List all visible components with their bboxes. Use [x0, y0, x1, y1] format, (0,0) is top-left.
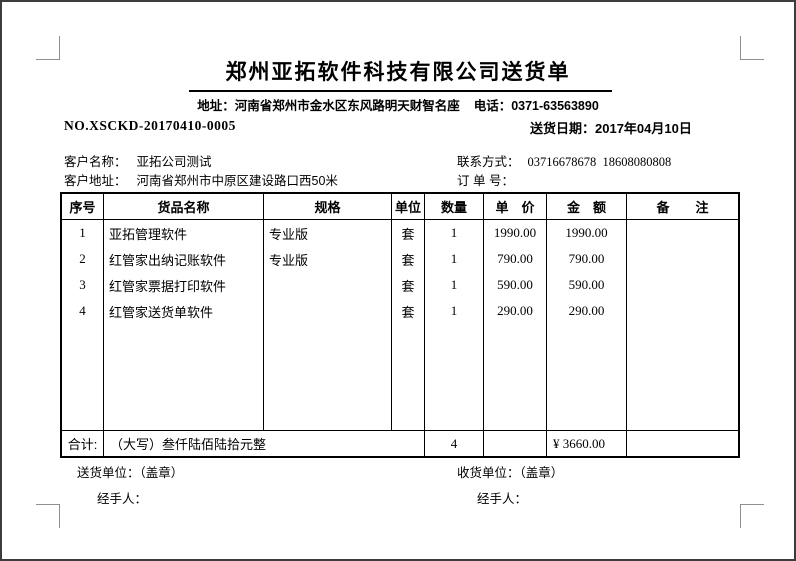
crop-mark-bottom-right-icon	[740, 504, 764, 528]
empty-cell	[264, 324, 392, 430]
contact-value: 03716678678 18608080808	[527, 155, 672, 169]
cell-spec	[264, 272, 392, 298]
table-header-row: 序号 货品名称 规格 单位 数量 单 价 金 额 备 注	[62, 194, 738, 220]
cell-remark	[627, 220, 738, 246]
empty-cell	[627, 431, 738, 456]
cell-price: 1990.00	[484, 220, 547, 246]
customer-address-label: 客户地址：	[64, 174, 127, 188]
cell-qty: 1	[425, 220, 484, 246]
cell-price: 290.00	[484, 298, 547, 324]
receiver-handler-label: 经手人：	[477, 492, 528, 506]
table-row: 3 红管家票据打印软件 套 1 590.00 590.00	[62, 272, 738, 298]
cell-seq: 2	[62, 246, 104, 272]
cell-amount: 290.00	[547, 298, 627, 324]
sender-stamp-label: 送货单位：（盖章）	[77, 466, 184, 480]
cell-remark	[627, 298, 738, 324]
company-address: 地址：河南省郑州市金水区东风路明天财智名座	[197, 99, 460, 113]
cell-seq: 1	[62, 220, 104, 246]
order-number: NO.XSCKD-20170410-0005	[64, 118, 236, 133]
cell-qty: 1	[425, 298, 484, 324]
cell-seq: 3	[62, 272, 104, 298]
empty-cell	[392, 324, 425, 430]
title-underline	[189, 90, 612, 92]
order-id-label: 订 单 号：	[457, 174, 514, 188]
document-title: 郑州亚拓软件科技有限公司送货单	[225, 61, 571, 84]
table-total-row: 合计: （大写）叁仟陆佰陆拾元整 4 ¥ 3660.00	[62, 430, 738, 456]
cell-amount: 1990.00	[547, 220, 627, 246]
empty-cell	[104, 324, 264, 430]
table-row: 4 红管家送货单软件 套 1 290.00 290.00	[62, 298, 738, 324]
customer-name-field: 客户名称： 亚拓公司测试	[64, 151, 212, 170]
empty-cell	[425, 324, 484, 430]
cell-unit: 套	[392, 246, 425, 272]
cell-name: 红管家出纳记账软件	[104, 246, 264, 272]
customer-address-field: 客户地址： 河南省郑州市中原区建设路口西50米	[64, 170, 338, 189]
cell-price: 790.00	[484, 246, 547, 272]
sender-handler-label: 经手人：	[97, 492, 148, 506]
table-empty-space	[62, 324, 738, 430]
cell-name: 红管家送货单软件	[104, 298, 264, 324]
cell-remark	[627, 272, 738, 298]
cell-spec	[264, 298, 392, 324]
col-header-qty: 数量	[425, 194, 484, 219]
cell-qty: 1	[425, 246, 484, 272]
cell-unit: 套	[392, 272, 425, 298]
empty-cell	[484, 431, 547, 456]
crop-mark-bottom-left-icon	[36, 504, 60, 528]
cell-price: 590.00	[484, 272, 547, 298]
total-amount-cell: ¥ 3660.00	[547, 431, 627, 456]
customer-name-value: 亚拓公司测试	[136, 155, 212, 169]
cell-remark	[627, 246, 738, 272]
cell-name: 亚拓管理软件	[104, 220, 264, 246]
cell-amount: 590.00	[547, 272, 627, 298]
total-label-cell: 合计:	[62, 431, 104, 456]
empty-cell	[484, 324, 547, 430]
table-row: 1 亚拓管理软件 专业版 套 1 1990.00 1990.00	[62, 220, 738, 246]
items-table: 序号 货品名称 规格 单位 数量 单 价 金 额 备 注 1 亚拓管理软件 专业…	[60, 192, 740, 458]
cell-amount: 790.00	[547, 246, 627, 272]
customer-name-label: 客户名称：	[64, 155, 127, 169]
col-header-price: 单 价	[484, 194, 547, 219]
table-row: 2 红管家出纳记账软件 专业版 套 1 790.00 790.00	[62, 246, 738, 272]
empty-cell	[627, 324, 738, 430]
cell-seq: 4	[62, 298, 104, 324]
company-phone: 电话：0371-63563890	[473, 99, 599, 113]
delivery-date: 送货日期：2017年04月10日	[530, 121, 692, 136]
empty-cell	[62, 324, 104, 430]
table-body: 1 亚拓管理软件 专业版 套 1 1990.00 1990.00 2 红管家出纳…	[62, 220, 738, 430]
col-header-remark: 备 注	[656, 200, 709, 215]
receiver-stamp-label: 收货单位：（盖章）	[457, 466, 564, 480]
cell-unit: 套	[392, 220, 425, 246]
col-header-unit: 单位	[392, 194, 425, 219]
cell-name: 红管家票据打印软件	[104, 272, 264, 298]
col-header-seq: 序号	[62, 194, 104, 219]
company-address-line: 地址：河南省郑州市金水区东风路明天财智名座 电话：0371-63563890	[2, 95, 794, 114]
cell-spec: 专业版	[264, 220, 392, 246]
col-header-spec: 规格	[264, 194, 392, 219]
empty-cell	[547, 324, 627, 430]
cell-spec: 专业版	[264, 246, 392, 272]
cell-qty: 1	[425, 272, 484, 298]
order-id-field: 订 单 号：	[457, 170, 514, 189]
contact-field: 联系方式： 03716678678 18608080808	[457, 151, 671, 170]
total-quantity-cell: 4	[425, 431, 484, 456]
customer-address-value: 河南省郑州市中原区建设路口西50米	[136, 174, 338, 188]
cell-unit: 套	[392, 298, 425, 324]
crop-mark-top-right-icon	[740, 36, 764, 60]
col-header-amount: 金 额	[547, 194, 627, 219]
crop-mark-top-left-icon	[36, 36, 60, 60]
col-header-name: 货品名称	[104, 194, 264, 219]
contact-label: 联系方式：	[457, 155, 520, 169]
amount-in-words-cell: （大写）叁仟陆佰陆拾元整	[104, 431, 425, 456]
